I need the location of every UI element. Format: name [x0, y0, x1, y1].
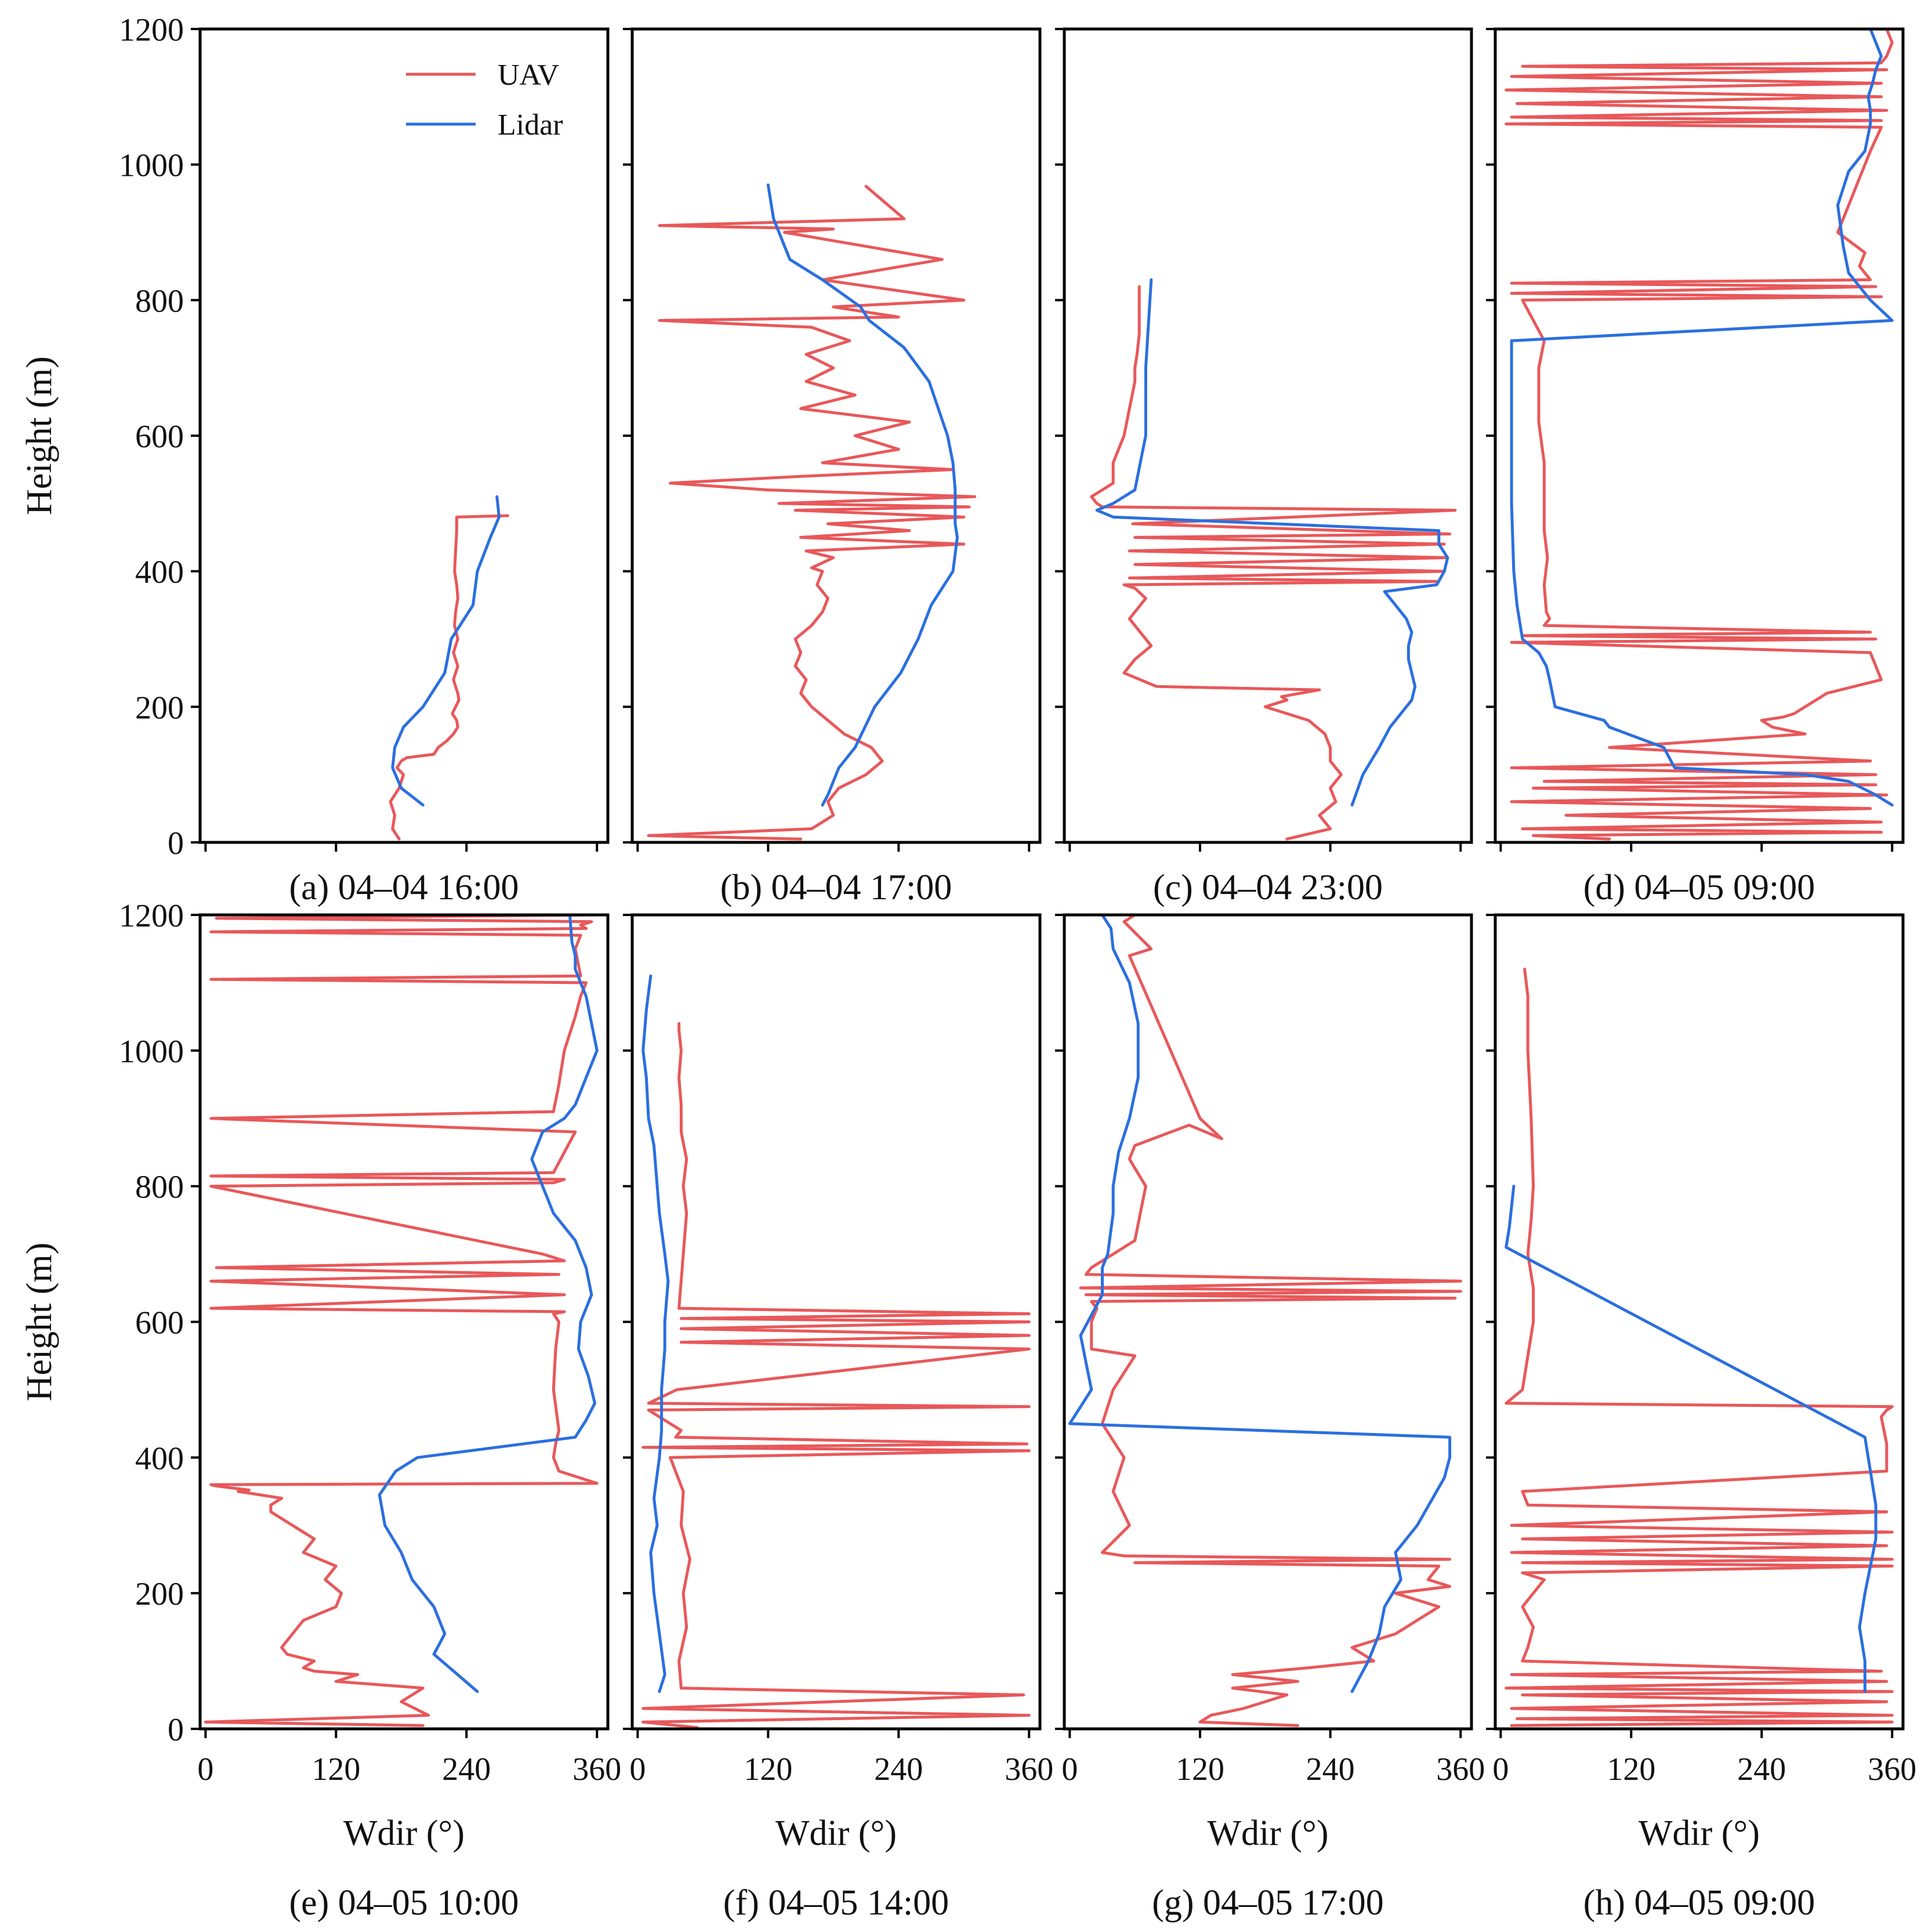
lidar-series-line	[378, 915, 599, 1693]
x-axis-label: Wdir (°)	[1208, 1814, 1329, 1853]
x-axis-label: Wdir (°)	[775, 1814, 897, 1853]
lidar-series-line	[1068, 915, 1452, 1693]
subplot-4: (d) 04–05 09:00	[1486, 27, 1905, 907]
x-axis-label: Wdir (°)	[343, 1814, 465, 1853]
y-tick-label: 0	[168, 1712, 184, 1748]
y-tick-label: 1200	[119, 12, 184, 48]
subplot-caption: (b) 04–04 17:00	[720, 868, 952, 907]
x-tick-label: 240	[442, 1751, 491, 1787]
subplot-2: (b) 04–04 17:00	[623, 27, 1042, 907]
subplot-5: 0 200 400 600 800 1000 1200 0 120 240 360 Height (m…	[20, 898, 621, 1923]
uav-series-line	[647, 184, 976, 841]
x-tick-label: 240	[1306, 1751, 1355, 1787]
lidar-series-line	[1095, 278, 1449, 807]
lidar-series-line	[1505, 1185, 1877, 1693]
uav-series-line	[389, 514, 509, 841]
x-tick-label: 120	[311, 1751, 360, 1787]
axes-frame	[1063, 913, 1473, 1731]
x-tick-label: 120	[744, 1751, 792, 1787]
x-tick-label: 240	[874, 1751, 923, 1787]
y-tick-label: 200	[135, 1576, 184, 1612]
subplot-caption: (d) 04–05 09:00	[1583, 868, 1815, 907]
uav-series-line	[1505, 968, 1894, 1727]
subplot-1: 0 200 400 600 800 1000 1200 Height (m) (a) 04–04…	[20, 12, 610, 907]
y-tick-label: 600	[135, 1305, 184, 1341]
y-tick-label: 200	[135, 690, 184, 726]
x-tick-label: 0	[629, 1751, 646, 1787]
subplot-caption: (c) 04–04 23:00	[1153, 868, 1383, 907]
x-tick-label: 240	[1737, 1751, 1786, 1787]
legend-label: Lidar	[498, 108, 563, 142]
x-tick-label: 0	[1061, 1751, 1078, 1787]
x-tick-label: 360	[572, 1751, 621, 1787]
x-tick-label: 120	[1607, 1751, 1655, 1787]
axes-frame	[198, 913, 610, 1731]
subplot-caption: (f) 04–05 14:00	[723, 1883, 949, 1923]
y-tick-label: 400	[135, 555, 184, 591]
x-tick-label: 360	[1005, 1751, 1053, 1787]
uav-series-line	[1505, 29, 1894, 841]
y-tick-label: 1000	[119, 1034, 184, 1070]
y-tick-label: 800	[135, 283, 184, 319]
lidar-series-line	[766, 183, 959, 807]
y-tick-label: 800	[135, 1170, 184, 1206]
lidar-series-line	[1510, 29, 1894, 807]
x-tick-label: 120	[1176, 1751, 1224, 1787]
y-tick-label: 1000	[119, 148, 184, 184]
axes-frame	[1494, 27, 1905, 844]
y-tick-label: 600	[135, 419, 184, 455]
y-tick-label: 0	[168, 826, 184, 862]
x-tick-label: 360	[1436, 1751, 1485, 1787]
subplot-caption: (a) 04–04 16:00	[289, 868, 519, 907]
lidar-series-line	[391, 495, 501, 807]
y-tick-label: 400	[135, 1441, 184, 1476]
uav-series-line	[1090, 285, 1457, 841]
y-axis-label: Height (m)	[20, 1243, 59, 1402]
lidar-series-line	[641, 974, 670, 1693]
subplot-8: 0 120 240 360 Wdir (°) (h) 04–05 09:00	[1486, 913, 1916, 1923]
uav-series-line	[641, 1022, 1031, 1729]
subplot-7: 0 120 240 360 Wdir (°) (g) 04–05 17:00	[1055, 913, 1485, 1923]
legend-label: UAV	[498, 59, 559, 92]
x-axis-label: Wdir (°)	[1639, 1814, 1760, 1853]
subplot-3: (c) 04–04 23:00	[1055, 27, 1473, 907]
axes-frame	[630, 27, 1042, 844]
x-tick-label: 0	[197, 1751, 213, 1787]
axes-frame	[198, 27, 610, 844]
y-axis-label: Height (m)	[20, 356, 59, 515]
subplot-caption: (e) 04–05 10:00	[289, 1883, 519, 1923]
uav-series-line	[204, 915, 599, 1727]
subplot-caption: (h) 04–05 09:00	[1583, 1883, 1815, 1923]
subplot-6: 0 120 240 360 Wdir (°) (f) 04–05 14:00	[623, 913, 1053, 1923]
y-tick-label: 1200	[119, 898, 184, 934]
axes-frame	[1494, 913, 1905, 1731]
subplot-caption: (g) 04–05 17:00	[1152, 1883, 1384, 1923]
x-tick-label: 360	[1868, 1751, 1916, 1787]
x-tick-label: 0	[1492, 1751, 1509, 1787]
